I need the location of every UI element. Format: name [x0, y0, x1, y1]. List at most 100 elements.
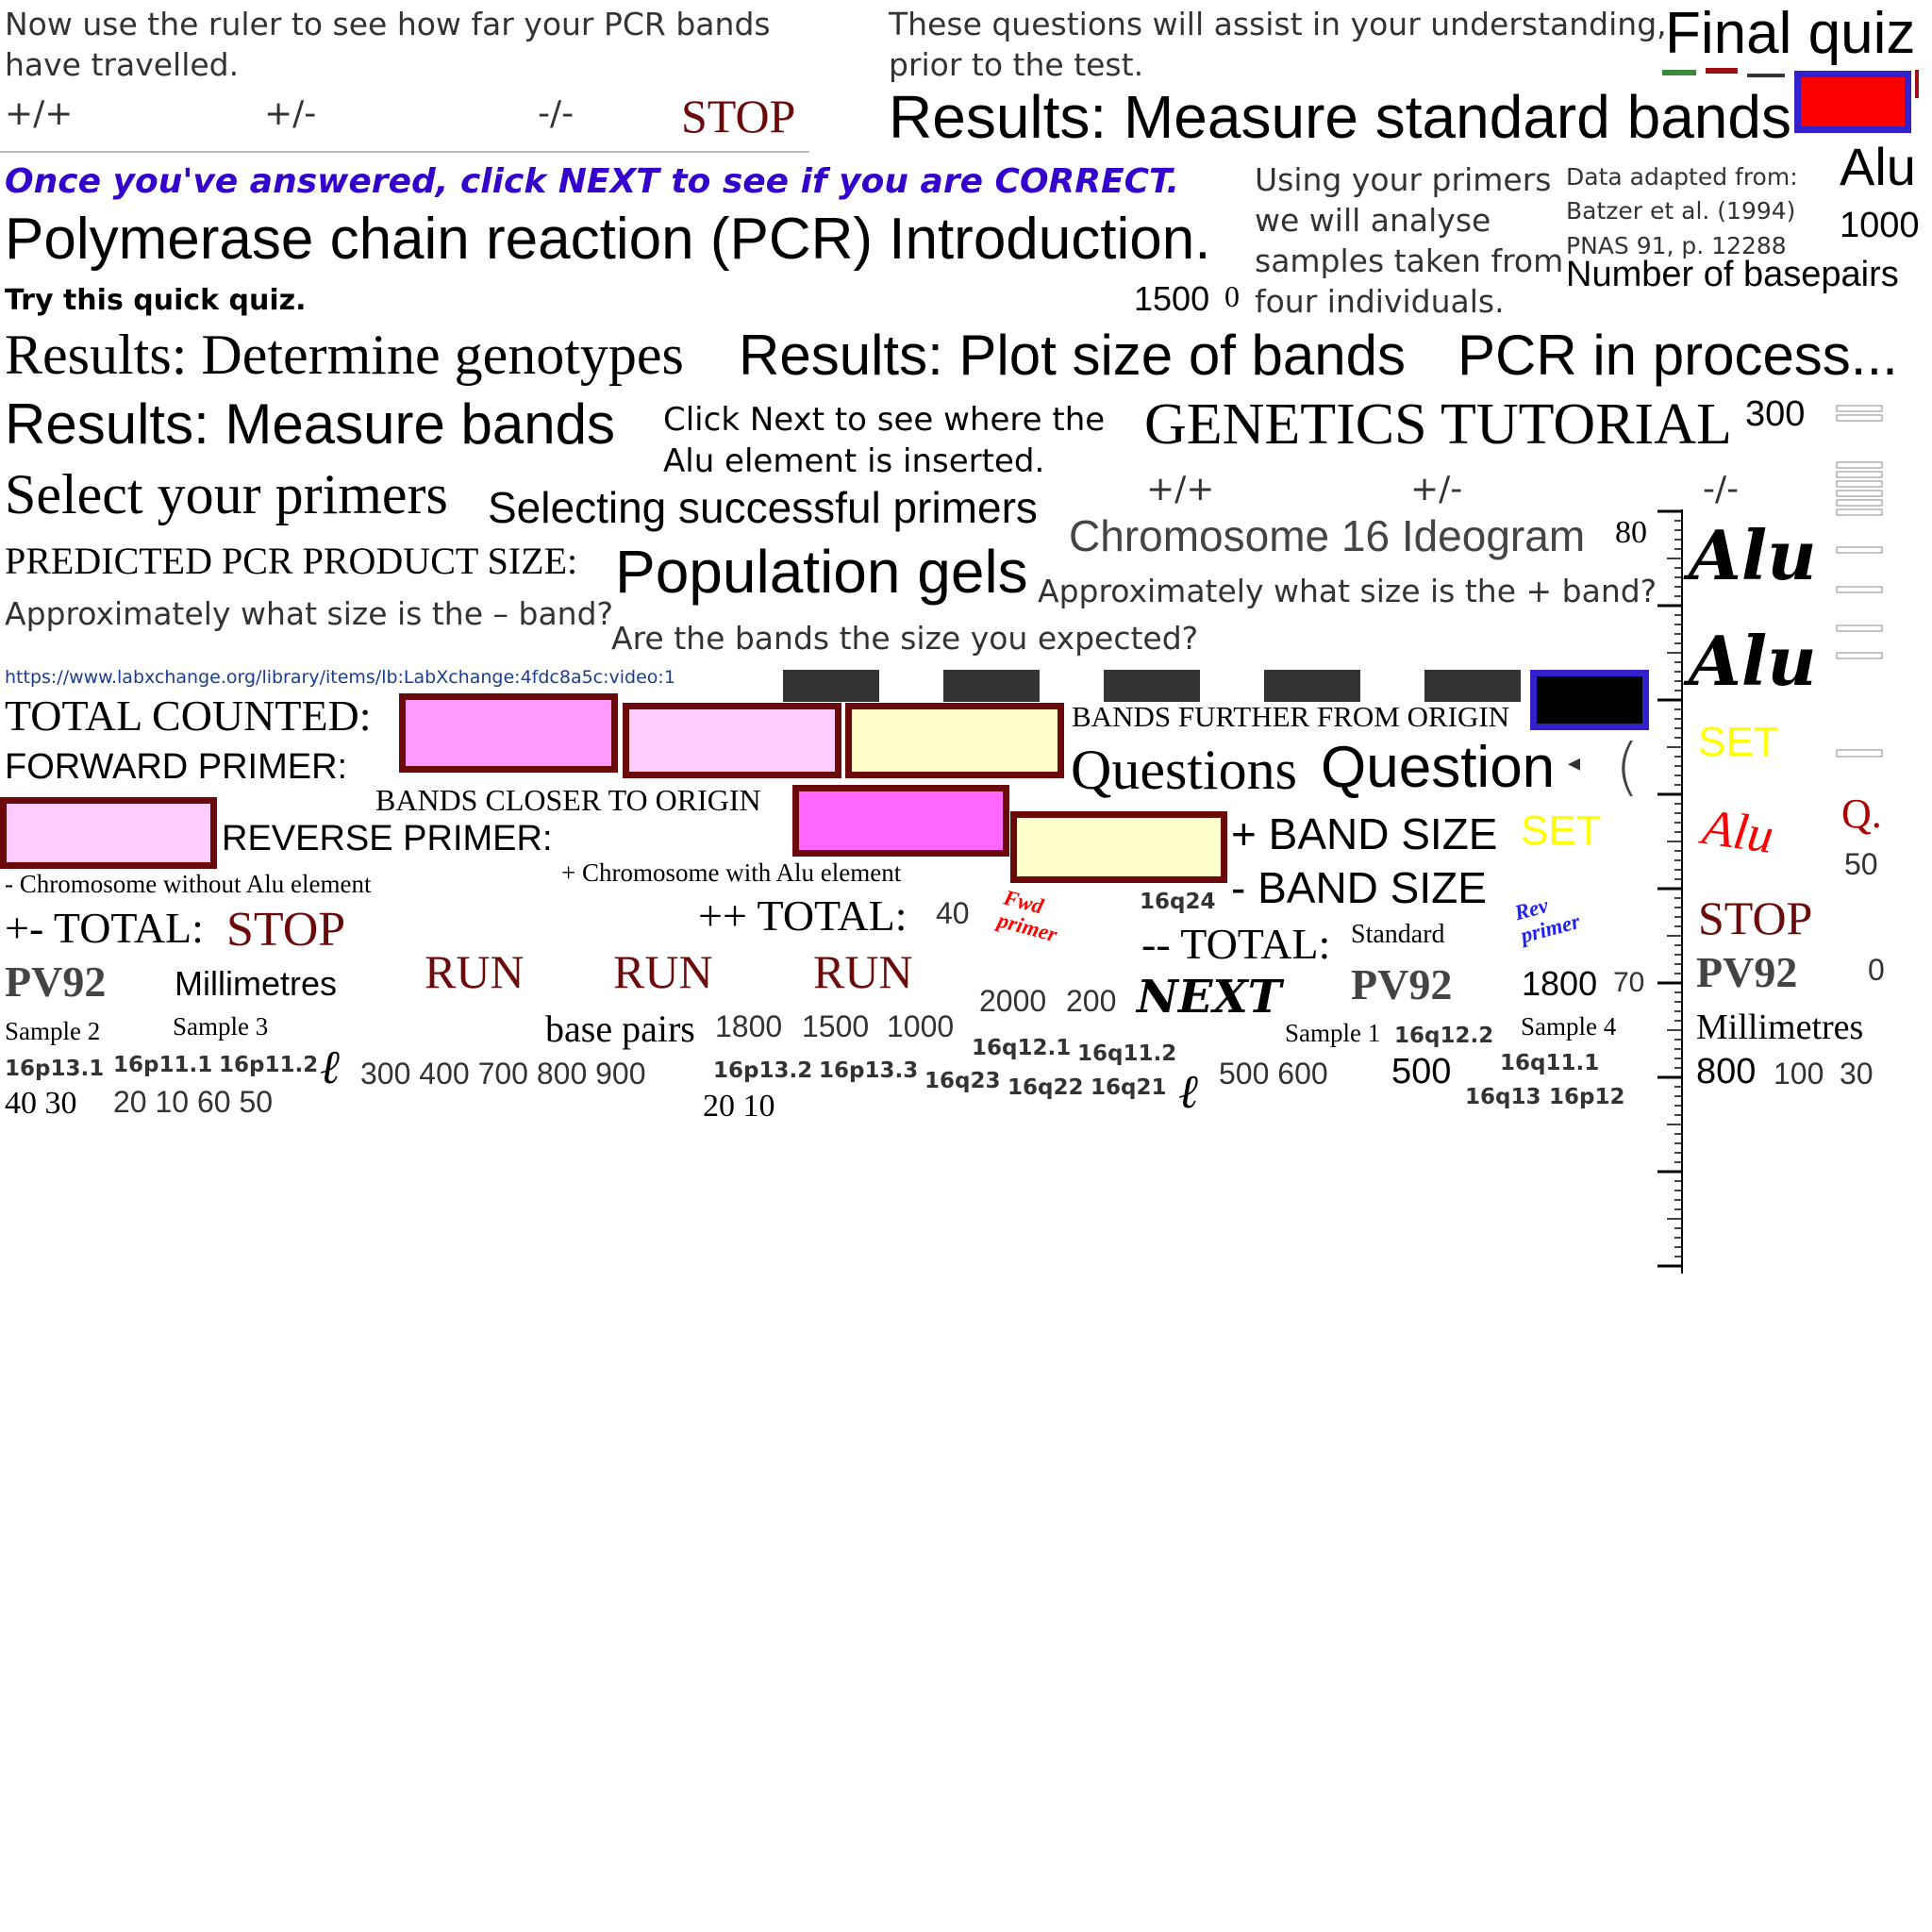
black-indicator-box[interactable]: [1530, 670, 1649, 730]
population-gels-title: Population gels: [615, 538, 1028, 606]
stop-button-2[interactable]: STOP: [226, 903, 346, 957]
gel-lane-button-3[interactable]: [1104, 670, 1200, 702]
num-70: 70: [1613, 967, 1645, 998]
chrom-without-label: - Chromosome without Alu element: [5, 870, 372, 898]
video-url-link[interactable]: https://www.labxchange.org/library/items…: [5, 667, 675, 688]
loading-spinner-icon: (: [1615, 730, 1640, 803]
mini-mark-dark: [1747, 74, 1785, 77]
num-300-top: 300: [1745, 394, 1806, 434]
bands-closer-box[interactable]: [792, 785, 1009, 857]
run-button-3[interactable]: RUN: [813, 945, 913, 998]
num-200: 200: [1066, 984, 1117, 1018]
gel-lane-button-4[interactable]: [1264, 670, 1360, 702]
band-16q21: 16q21: [1091, 1075, 1167, 1100]
bands-closer-label: BANDS CLOSER TO ORIGIN: [375, 783, 761, 817]
set-button-1[interactable]: SET: [1698, 719, 1779, 765]
band-16p13-3: 16p13.3: [819, 1058, 919, 1083]
plot-size-title: Results: Plot size of bands: [739, 324, 1407, 387]
nums-300-900: 300 400 700 800 900: [360, 1057, 646, 1091]
band-size-box[interactable]: [1010, 811, 1227, 883]
genotype-mm: -/-: [538, 94, 575, 133]
mm-total-label: -- TOTAL:: [1141, 920, 1331, 968]
nums-500-600: 500 600: [1219, 1057, 1328, 1091]
band-16q23: 16q23: [924, 1069, 1001, 1093]
gel-well-mark: [1836, 405, 1883, 412]
gel-well-mark: [1836, 749, 1883, 758]
pv92-label-c: PV92: [1696, 948, 1798, 996]
red-indicator-box[interactable]: [1794, 71, 1911, 133]
set-button-2[interactable]: SET: [1521, 808, 1602, 854]
gel-well-mark: [1836, 480, 1883, 488]
genotype-pm: +/-: [264, 94, 317, 133]
gel-lane-button-1[interactable]: [783, 670, 879, 702]
mini-mark-bar: [1915, 70, 1919, 98]
gel-well-mark: [1836, 546, 1883, 554]
reverse-primer-label: REVERSE PRIMER:: [222, 819, 553, 858]
num-30: 30: [1840, 1057, 1874, 1091]
answer-box-pink[interactable]: [623, 703, 841, 778]
band-16q24: 16q24: [1140, 890, 1216, 914]
stop-button[interactable]: STOP: [681, 90, 796, 142]
forward-primer-label: FORWARD PRIMER:: [5, 747, 348, 787]
forward-primer-box[interactable]: [0, 797, 217, 869]
gel-well-mark: [1836, 508, 1883, 516]
gel-well-mark: [1836, 586, 1883, 593]
num-40: 40: [936, 896, 970, 930]
primers-analyse-text: Using your primers we will analyse sampl…: [1255, 161, 1564, 320]
pm-total-label: +- TOTAL:: [5, 904, 204, 952]
band-16q12-2: 16q12.2: [1394, 1024, 1494, 1048]
band-16p11-1: 16p11.1: [113, 1053, 213, 1077]
gel-well-mark: [1836, 499, 1883, 507]
num-80: 80: [1615, 515, 1647, 550]
q-minus-band: Approximately what size is the – band?: [5, 595, 614, 632]
num-50: 50: [1844, 847, 1878, 881]
gel-lane-button-5[interactable]: [1424, 670, 1521, 702]
num-100: 100: [1774, 1057, 1824, 1091]
band-16q11-2: 16q11.2: [1077, 1041, 1177, 1066]
genetics-tutorial-title: GENETICS TUTORIAL: [1144, 392, 1732, 457]
final-quiz-title: Final quiz: [1665, 1, 1916, 66]
run-button-2[interactable]: RUN: [613, 945, 713, 998]
num-basepairs-label: Number of basepairs: [1566, 255, 1899, 294]
back-arrow-icon[interactable]: ◂: [1568, 749, 1581, 777]
alu-handwritten-1: Alu: [1689, 515, 1817, 595]
run-button-1[interactable]: RUN: [425, 945, 525, 998]
num-1800-b: 1800: [715, 1009, 783, 1043]
quick-quiz-text: Try this quick quiz.: [5, 284, 307, 317]
sample-2-label: Sample 2: [5, 1017, 101, 1045]
results-standard-title: Results: Measure standard bands: [889, 83, 1791, 151]
nums-20-10: 20 10: [703, 1089, 775, 1124]
bands-further-label: BANDS FURTHER FROM ORIGIN: [1072, 700, 1510, 733]
band-16p13-2: 16p13.2: [713, 1058, 813, 1083]
pv92-label-a: PV92: [5, 958, 107, 1006]
band-16p11-2: 16p11.2: [219, 1053, 319, 1077]
answer-box-cream[interactable]: [845, 703, 1064, 778]
alu-handwritten-2: Alu: [1689, 621, 1817, 701]
next-button[interactable]: NEXT: [1137, 971, 1282, 1024]
predicted-size-label: PREDICTED PCR PRODUCT SIZE:: [5, 540, 578, 582]
genotype-pp-2: +/+: [1146, 470, 1215, 508]
question-title: Question: [1321, 735, 1556, 800]
stop-button-3[interactable]: STOP: [1698, 891, 1813, 944]
pv92-label-b: PV92: [1351, 960, 1453, 1008]
chrom-with-label: + Chromosome with Alu element: [561, 858, 902, 887]
q-expected: Are the bands the size you expected?: [611, 620, 1199, 657]
alu-red-label: Alu: [1699, 798, 1777, 864]
ruler-instruction: Now use the ruler to see how far your PC…: [5, 6, 771, 83]
total-counted-label: TOTAL COUNTED:: [5, 691, 372, 740]
q-red-label: Q.: [1841, 791, 1882, 837]
determine-genotypes-title: Results: Determine genotypes: [5, 324, 684, 386]
selecting-primers-title: Selecting successful primers: [488, 483, 1038, 532]
num-2000: 2000: [979, 984, 1047, 1018]
rev-primer-label: Rev primer: [1511, 892, 1583, 948]
band-16q11-1: 16q11.1: [1500, 1051, 1600, 1075]
pcr-process-title: PCR in process...: [1457, 324, 1898, 387]
minus-band-size-label: - BAND SIZE: [1231, 863, 1487, 912]
q-plus-band: Approximately what size is the + band?: [1038, 573, 1657, 609]
num-1000-top: 1000: [1840, 206, 1920, 245]
band-16q13: 16q13: [1465, 1085, 1541, 1109]
num-800: 800: [1696, 1052, 1757, 1091]
gel-lane-button-2[interactable]: [943, 670, 1040, 702]
total-counted-box[interactable]: [399, 693, 618, 773]
measuring-ruler[interactable]: [1657, 509, 1686, 1274]
